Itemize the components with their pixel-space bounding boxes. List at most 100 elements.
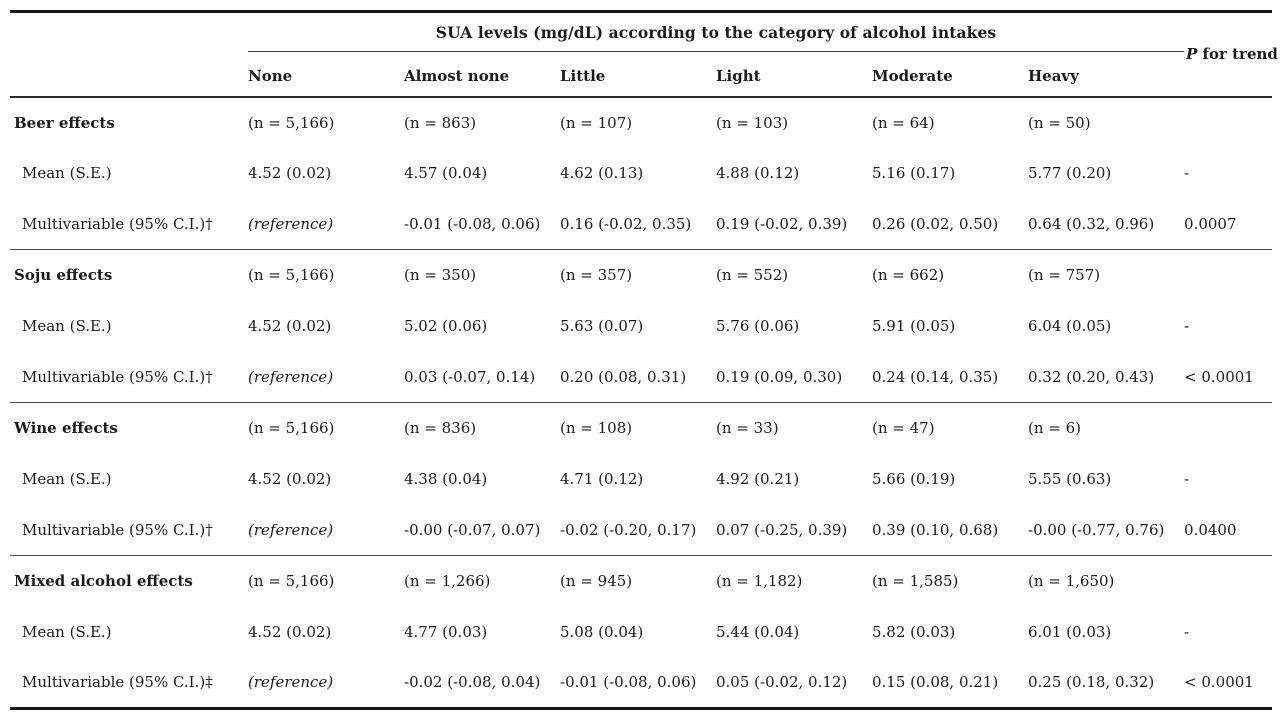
ci-cell: -0.01 (-0.08, 0.06) [560,657,716,710]
ci-cell: 0.25 (0.18, 0.32) [1028,657,1185,710]
group-label: Mixed alcohol effects [10,555,248,607]
mean-cell: 4.77 (0.03) [404,623,488,641]
n-cell: (n = 1,182) [716,555,872,607]
reference-cell: (reference) [248,520,334,539]
mean-cell: 4.88 (0.12) [716,164,800,182]
mean-label: Mean (S.E.) [22,623,112,641]
mean-row: Mean (S.E.) 4.52 (0.02) 5.02 (0.06) 5.63… [10,301,1272,352]
n-cell: (n = 108) [560,402,716,454]
p-rest: for trend [1197,45,1278,64]
mean-cell: 5.77 (0.20) [1028,164,1112,182]
ci-cell: 0.16 (-0.02, 0.35) [560,214,692,233]
ci-cell: -0.01 (-0.08, 0.06) [404,214,541,233]
n-cell: (n = 103) [716,113,789,132]
p-for-trend-header: P for trend [1184,11,1278,98]
ci-cell: 0.20 (0.08, 0.31) [560,367,687,386]
group-header-row: Beer effects (n = 5,166) (n = 863) (n = … [10,97,1272,148]
n-cell: (n = 33) [716,402,872,454]
ci-cell: -0.02 (-0.20, 0.17) [560,520,697,539]
mean-cell: 4.52 (0.02) [248,317,332,335]
mean-row: Mean (S.E.) 4.52 (0.02) 4.57 (0.04) 4.62… [10,148,1272,199]
col-header-little: Little [560,51,716,98]
p-italic: P [1186,45,1198,64]
group-label: Soju effects [10,249,248,301]
n-cell: (n = 64) [872,113,935,132]
group-label: Wine effects [10,402,248,454]
p-value-cell: 0.0400 [1184,520,1237,539]
n-cell: (n = 47) [872,402,1028,454]
mean-label: Mean (S.E.) [22,164,112,182]
multivariable-row: Multivariable (95% C.I.)‡ (reference) -0… [10,657,1272,710]
mean-label: Mean (S.E.) [22,317,112,335]
ci-cell: -0.02 (-0.08, 0.04) [404,657,560,710]
ci-cell: 0.39 (0.10, 0.68) [872,520,999,539]
group-header-row: Soju effects (n = 5,166) (n = 350) (n = … [10,249,1272,301]
ci-cell: 0.64 (0.32, 0.96) [1028,214,1155,233]
n-cell: (n = 107) [560,113,633,132]
ci-cell: 0.03 (-0.07, 0.14) [404,367,536,386]
column-header-row: None Almost none Little Light Moderate H… [10,51,1272,98]
multivariable-row: Multivariable (95% C.I.)† (reference) -0… [10,199,1272,250]
group-beer: Beer effects (n = 5,166) (n = 863) (n = … [10,97,1272,250]
mean-cell: 5.02 (0.06) [404,317,488,335]
ci-cell: 0.24 (0.14, 0.35) [872,367,999,386]
mean-cell: 5.76 (0.06) [716,317,800,335]
spanning-header-row: SUA levels (mg/dL) according to the cate… [10,11,1278,98]
sua-alcohol-table: SUA levels (mg/dL) according to the cate… [10,10,1278,710]
ci-cell: 0.15 (0.08, 0.21) [872,657,1028,710]
p-value-cell: - [1184,164,1190,182]
p-value-cell [1184,402,1272,454]
ci-cell: 0.19 (-0.02, 0.39) [716,214,848,233]
mean-cell: 5.55 (0.63) [1028,470,1112,488]
n-cell: (n = 6) [1028,402,1185,454]
reference-cell: (reference) [248,214,334,233]
group-header-row: Mixed alcohol effects (n = 5,166) (n = 1… [10,555,1272,607]
mean-cell: 5.08 (0.04) [560,623,644,641]
n-cell: (n = 5,166) [248,113,335,132]
mean-cell: 4.62 (0.13) [560,164,644,182]
ci-cell: 0.32 (0.20, 0.43) [1028,367,1155,386]
p-value-cell: < 0.0001 [1184,367,1254,386]
n-cell: (n = 357) [560,249,716,301]
col-header-light: Light [716,51,872,98]
mean-cell: 4.52 (0.02) [248,470,332,488]
n-cell: (n = 945) [560,555,716,607]
multivariable-label: Multivariable (95% C.I.)‡ [10,657,248,710]
table-header: SUA levels (mg/dL) according to the cate… [10,11,1278,98]
mean-cell: 4.38 (0.04) [404,470,488,488]
ci-cell: -0.00 (-0.77, 0.76) [1028,520,1165,539]
multivariable-row: Multivariable (95% C.I.)† (reference) -0… [10,505,1272,556]
mean-cell: 5.63 (0.07) [560,317,644,335]
n-cell: (n = 552) [716,249,872,301]
group-soju: Soju effects (n = 5,166) (n = 350) (n = … [10,249,1272,403]
n-cell: (n = 1,650) [1028,555,1185,607]
p-value-cell: 0.0007 [1184,214,1237,233]
mean-row: Mean (S.E.) 4.52 (0.02) 4.77 (0.03) 5.08… [10,607,1272,658]
n-cell: (n = 836) [404,402,560,454]
mean-cell: 5.91 (0.05) [872,317,956,335]
p-value-cell: - [1184,470,1190,488]
col-header-none: None [248,51,404,98]
col-header-moderate: Moderate [872,51,1028,98]
n-cell: (n = 5,166) [248,402,404,454]
multivariable-label: Multivariable (95% C.I.)† [22,520,213,539]
n-cell: (n = 5,166) [248,249,404,301]
corner-cell [10,12,248,52]
reference-cell: (reference) [248,657,404,710]
mean-cell: 4.57 (0.04) [404,164,488,182]
ci-cell: 0.05 (-0.02, 0.12) [716,657,872,710]
mean-cell: 5.66 (0.19) [872,470,956,488]
multivariable-row: Multivariable (95% C.I.)† (reference) 0.… [10,352,1272,403]
multivariable-label: Multivariable (95% C.I.)† [22,214,213,233]
mean-cell: 5.44 (0.04) [716,623,800,641]
mean-cell: 4.71 (0.12) [560,470,644,488]
multivariable-label: Multivariable (95% C.I.)† [22,367,213,386]
mean-cell: 4.92 (0.21) [716,470,800,488]
n-cell: (n = 50) [1028,113,1091,132]
p-value-cell [1184,97,1272,148]
n-cell: (n = 350) [404,249,560,301]
group-mixed-alcohol: Mixed alcohol effects (n = 5,166) (n = 1… [10,555,1272,710]
mean-label: Mean (S.E.) [22,470,112,488]
mean-cell: 5.16 (0.17) [872,164,956,182]
mean-cell: 6.01 (0.03) [1028,623,1112,641]
